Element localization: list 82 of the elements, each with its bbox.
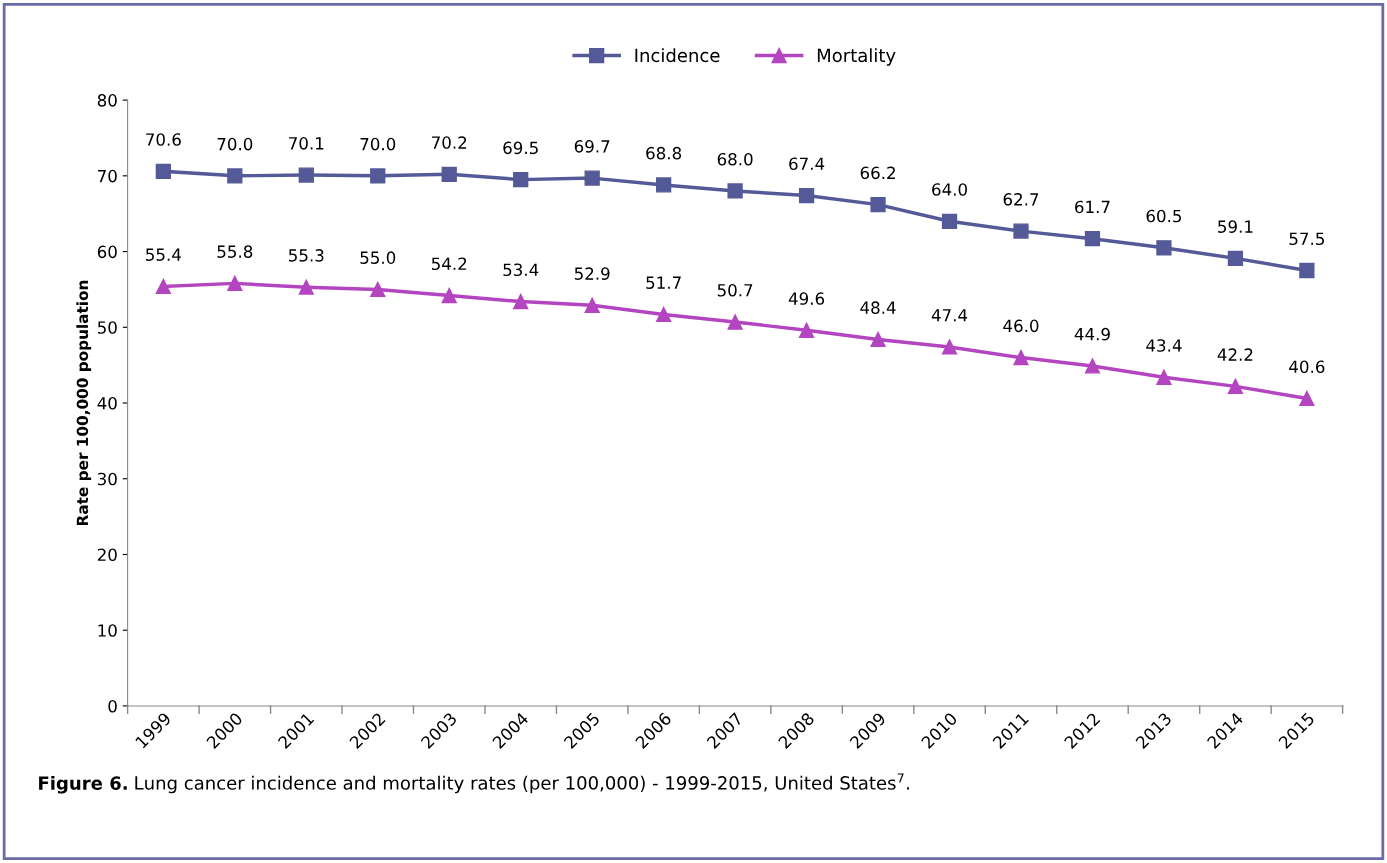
- point: [1227, 378, 1244, 395]
- data-label: 42.2: [1217, 348, 1253, 361]
- caption: Figure 6.: [39, 775, 127, 794]
- data-label: 55.3: [289, 249, 324, 262]
- point: [941, 213, 958, 229]
- data-label: 61.7: [1075, 200, 1110, 214]
- data-label: 70.0: [360, 137, 396, 151]
- point: [655, 177, 672, 193]
- y-axis-title: Rate per 100,000 population: [76, 280, 92, 526]
- data-label: 69.5: [503, 141, 538, 155]
- data-label: 67.4: [789, 157, 825, 171]
- data-label: 70.0: [217, 137, 253, 151]
- data-label: 60.5: [1146, 209, 1182, 223]
- point: [941, 339, 958, 355]
- text: Lung cancer incidence and mortality rates (per 100,000) - 1999-2015, United States$^{7}$.: [135, 773, 909, 794]
- data-label: 57.5: [1289, 232, 1324, 246]
- point: [1013, 223, 1029, 239]
- y-tick-label: 50: [97, 321, 117, 334]
- data-label: 54.2: [431, 257, 467, 271]
- data-label: 52.9: [574, 267, 610, 280]
- point: [155, 163, 171, 179]
- data-label: 55.4: [146, 248, 181, 261]
- data-label: 53.4: [503, 263, 539, 277]
- y-tick-label: 20: [97, 548, 117, 562]
- data-label: 48.4: [860, 301, 896, 314]
- legend-label: Incidence: [635, 48, 720, 63]
- point: [584, 297, 600, 313]
- data-label: 51.7: [646, 276, 681, 289]
- data-label: 46.0: [1003, 319, 1039, 333]
- point: [727, 183, 743, 199]
- point: [513, 171, 529, 188]
- point: [798, 322, 815, 338]
- point: [727, 314, 743, 330]
- data-label: 50.7: [717, 283, 753, 297]
- point: [1227, 250, 1244, 267]
- legend-label: Mortality: [817, 48, 896, 66]
- point: [870, 331, 886, 348]
- data-label: 66.2: [860, 166, 895, 180]
- data-label: 59.1: [1218, 220, 1253, 233]
- point: [298, 167, 314, 183]
- data-label: 68.0: [717, 152, 753, 166]
- point: [513, 293, 529, 310]
- data-label: 69.7: [574, 140, 610, 153]
- data-label: 43.4: [1146, 339, 1182, 352]
- data-label: 62.7: [1003, 193, 1039, 206]
- data-label: 47.4: [931, 309, 968, 322]
- y-tick-label: 10: [98, 624, 117, 637]
- point: [441, 166, 457, 182]
- point: [227, 168, 243, 184]
- point: [1084, 231, 1101, 247]
- point: [155, 278, 171, 295]
- data-label: 68.8: [646, 146, 682, 160]
- data-label: 70.1: [289, 137, 324, 150]
- point: [1156, 369, 1172, 385]
- point: [227, 275, 243, 292]
- point: [1013, 349, 1029, 366]
- point: [370, 168, 386, 184]
- point: [370, 281, 386, 298]
- point: [655, 306, 672, 323]
- data-label: 64.0: [932, 183, 967, 196]
- y-tick-label: 70: [98, 169, 117, 183]
- point: [1156, 240, 1172, 256]
- point: [1084, 358, 1101, 374]
- point: [298, 279, 314, 295]
- point: [798, 187, 815, 204]
- point: [1299, 262, 1315, 279]
- y-tick-label: 80: [97, 94, 117, 107]
- point: [870, 196, 886, 213]
- point: [441, 287, 457, 304]
- data-label: 49.6: [788, 292, 825, 305]
- data-label: 40.6: [1289, 360, 1325, 374]
- data-label: 70.2: [432, 136, 467, 149]
- y-tick-label: 40: [97, 396, 117, 410]
- point: [584, 170, 600, 186]
- data-label: 44.9: [1074, 327, 1110, 341]
- data-label: 55.8: [217, 245, 253, 258]
- y-tick-label: 60: [97, 245, 117, 259]
- data-label: 70.6: [146, 133, 181, 146]
- y-tick-label: 0: [108, 699, 117, 713]
- y-tick-label: 30: [97, 472, 117, 486]
- data-label: 55.0: [360, 251, 396, 264]
- point: [1299, 390, 1315, 407]
